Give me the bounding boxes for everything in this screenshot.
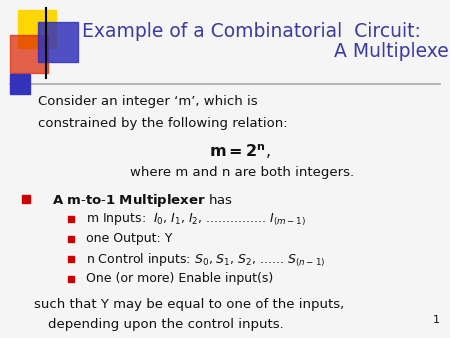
Text: where m and n are both integers.: where m and n are both integers. xyxy=(130,166,354,179)
Text: $\bf{A\ m\text{-}to\text{-}1\ Multiplexer}$ has: $\bf{A\ m\text{-}to\text{-}1\ Multiplexe… xyxy=(52,192,233,209)
Text: One (or more) Enable input(s): One (or more) Enable input(s) xyxy=(86,272,273,285)
Bar xyxy=(68,256,74,262)
Text: such that Y may be equal to one of the inputs,: such that Y may be equal to one of the i… xyxy=(34,298,344,311)
Text: $\bf{m = 2^n}$,: $\bf{m = 2^n}$, xyxy=(209,142,271,161)
Text: m Inputs:  $I_0$, $I_1$, $I_2$, ............... $I_{(m-1)}$: m Inputs: $I_0$, $I_1$, $I_2$, .........… xyxy=(86,212,306,228)
Bar xyxy=(38,22,78,62)
Text: one Output: Y: one Output: Y xyxy=(86,232,172,245)
Text: Consider an integer ‘m’, which is: Consider an integer ‘m’, which is xyxy=(38,95,257,108)
Bar xyxy=(10,35,48,73)
Text: 1: 1 xyxy=(433,315,440,325)
Text: constrained by the following relation:: constrained by the following relation: xyxy=(38,117,288,130)
Bar xyxy=(22,195,30,203)
Bar xyxy=(68,236,74,242)
Bar xyxy=(10,74,30,94)
Bar xyxy=(68,216,74,222)
Text: Example of a Combinatorial  Circuit:: Example of a Combinatorial Circuit: xyxy=(82,22,421,41)
Text: A Multiplexer (MUX): A Multiplexer (MUX) xyxy=(82,42,450,61)
Bar xyxy=(18,10,56,48)
Bar xyxy=(68,276,74,282)
Text: n Control inputs: $S_0$, $S_1$, $S_2$, ...... $S_{(n-1)}$: n Control inputs: $S_0$, $S_1$, $S_2$, .… xyxy=(86,252,325,269)
Text: depending upon the control inputs.: depending upon the control inputs. xyxy=(48,318,284,331)
